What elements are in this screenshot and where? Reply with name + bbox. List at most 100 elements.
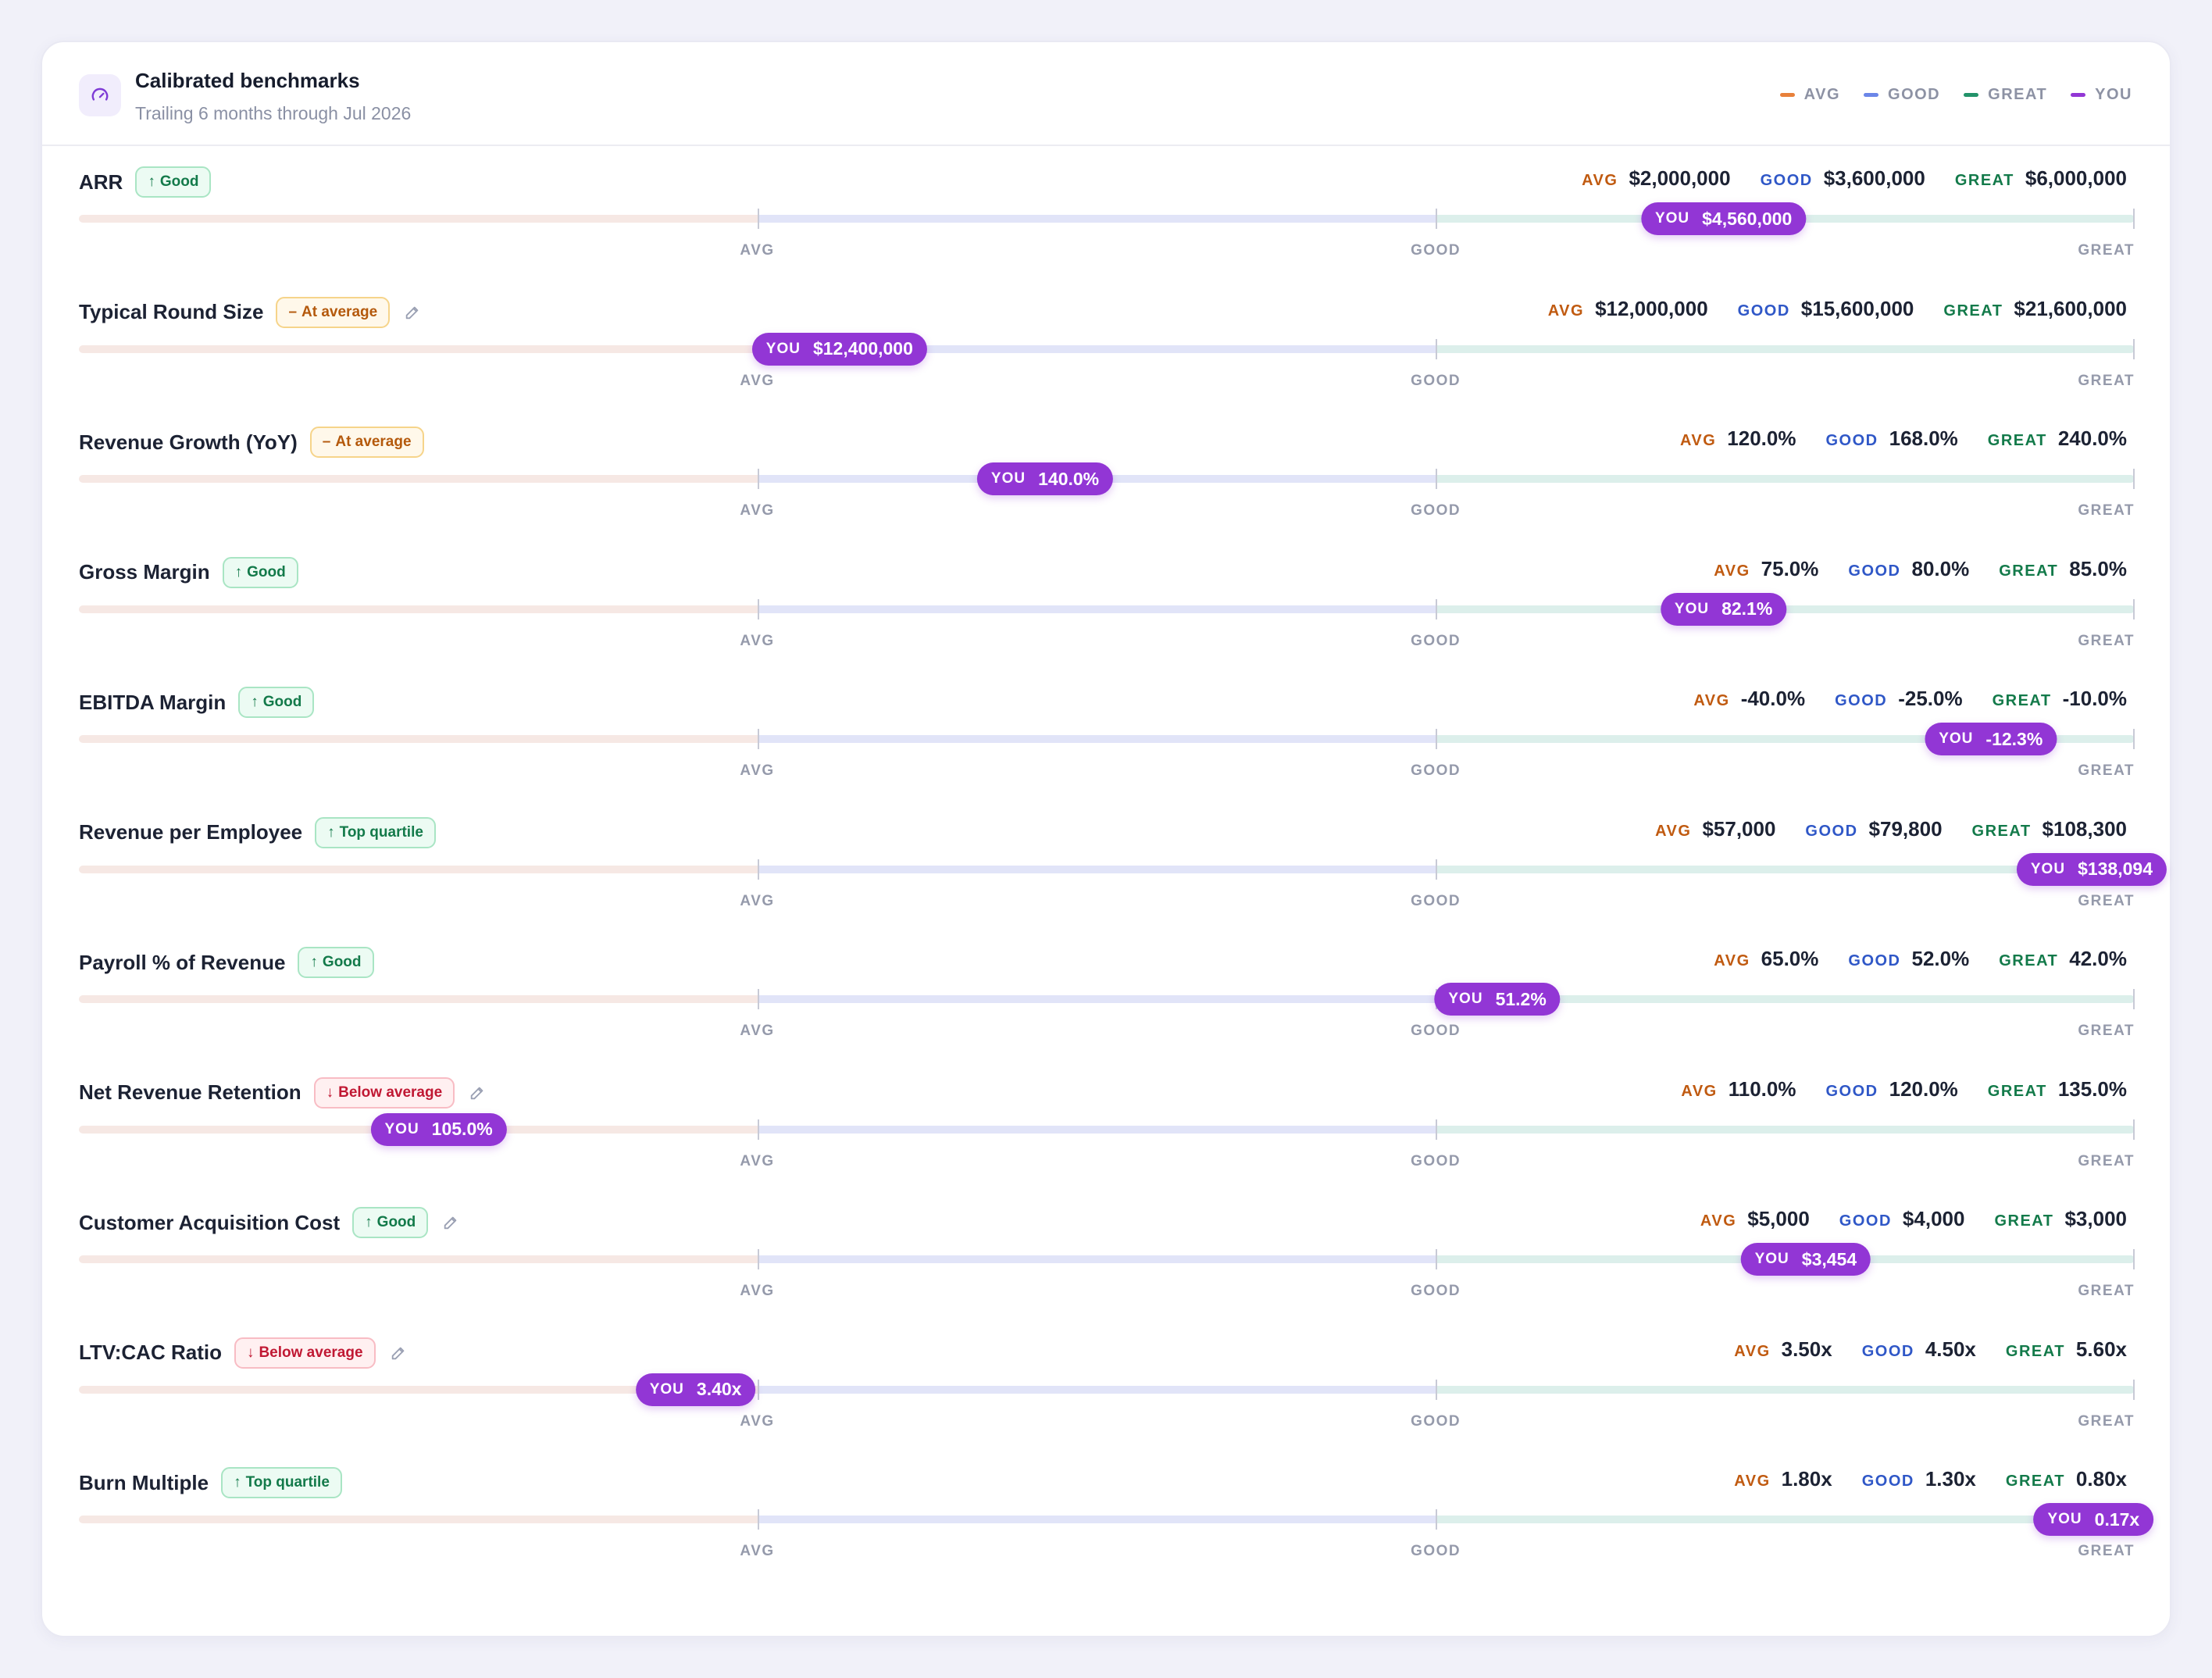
great-stat: GREAT $3,000 [1994, 1207, 2127, 1231]
good-label: GOOD [1861, 1473, 1914, 1490]
avg-stat: AVG 110.0% [1681, 1077, 1796, 1101]
you-label: YOU [649, 1380, 684, 1398]
metric-header: LTV:CAC Ratio ↓ Below average [79, 1337, 409, 1369]
tick-label-great: GREAT [2078, 892, 2135, 909]
you-value: 82.1% [1721, 598, 1773, 619]
legend-item-you: YOU [2071, 86, 2132, 104]
badge-arrow-icon: ↑ [148, 173, 155, 190]
you-marker[interactable]: YOU 0.17x [2033, 1503, 2154, 1536]
status-badge: ↓ Below average [313, 1076, 455, 1109]
tick-avg [757, 859, 759, 880]
metric-row: Net Revenue Retention ↓ Below average AV… [42, 1057, 2170, 1187]
legend-label-you: YOU [2095, 86, 2132, 103]
good-value: 120.0% [1889, 1076, 1958, 1101]
avg-stat: AVG 75.0% [1714, 557, 1818, 581]
avg-value: 110.0% [1728, 1076, 1796, 1101]
benchmarks-card: Calibrated benchmarks Trailing 6 months … [41, 41, 2171, 1637]
avg-stat: AVG 3.50x [1734, 1337, 1832, 1362]
avg-label: AVG [1681, 1082, 1718, 1100]
you-marker[interactable]: YOU $12,400,000 [751, 332, 927, 366]
tick-good [1436, 598, 1438, 619]
track-segment-avg [79, 1255, 758, 1263]
great-label: GREAT [1994, 1212, 2054, 1230]
gauge-icon [79, 74, 121, 116]
legend-swatch-great [1964, 93, 1979, 97]
you-marker[interactable]: YOU 51.2% [1434, 983, 1561, 1016]
tick-label-great: GREAT [2078, 1283, 2135, 1299]
tick-label-avg: AVG [740, 762, 775, 779]
track-segment-good [757, 995, 1436, 1003]
avg-value: $5,000 [1747, 1207, 1810, 1230]
status-badge: ↑ Top quartile [315, 816, 436, 848]
badge-label: Top quartile [245, 1474, 330, 1491]
tick-label-good: GOOD [1411, 892, 1461, 909]
good-stat: GOOD 80.0% [1848, 557, 1969, 581]
track-segment-great [1436, 865, 2135, 873]
you-marker[interactable]: YOU $4,560,000 [1640, 202, 1807, 235]
legend-swatch-good [1864, 93, 1879, 97]
good-stat: GOOD 120.0% [1825, 1077, 1957, 1101]
you-marker[interactable]: YOU 140.0% [976, 462, 1114, 495]
tick-label-avg: AVG [740, 632, 775, 649]
tick-label-good: GOOD [1411, 1543, 1461, 1559]
tick-label-great: GREAT [2078, 372, 2135, 389]
legend-item-good: GOOD [1864, 86, 1940, 104]
you-label: YOU [765, 340, 801, 357]
you-marker[interactable]: YOU 3.40x [635, 1373, 756, 1406]
metric-row: Payroll % of Revenue ↑ Good AVG 65.0% GO… [42, 926, 2170, 1057]
you-marker[interactable]: YOU -12.3% [1925, 723, 2057, 755]
track-segment-great [1436, 475, 2135, 483]
tick-label-good: GOOD [1411, 1412, 1461, 1430]
badge-label: Good [247, 563, 286, 580]
tick-label-great: GREAT [2078, 1023, 2135, 1039]
tick-label-good: GOOD [1411, 502, 1461, 519]
tick-label-great: GREAT [2078, 242, 2135, 259]
good-value: $79,800 [1868, 816, 1943, 841]
great-value: 135.0% [2057, 1076, 2127, 1101]
status-badge: ↓ Below average [234, 1337, 376, 1369]
benchmark-values: AVG 75.0% GOOD 80.0% GREAT 85.0% [1692, 557, 2127, 581]
tick-good [1436, 729, 1438, 749]
good-label: GOOD [1825, 432, 1878, 449]
avg-label: AVG [1714, 562, 1750, 580]
track-segment-avg [79, 735, 758, 743]
tick-good [1436, 859, 1438, 880]
edit-pencil-icon[interactable] [467, 1083, 487, 1103]
metric-row: Gross Margin ↑ Good AVG 75.0% GOOD 80.0%… [42, 537, 2170, 667]
great-stat: GREAT $6,000,000 [1955, 166, 2127, 191]
track-segment-avg [79, 1516, 758, 1523]
you-marker[interactable]: YOU $3,454 [1740, 1243, 1871, 1276]
edit-pencil-icon[interactable] [402, 302, 423, 323]
great-stat: GREAT 135.0% [1988, 1077, 2127, 1101]
badge-arrow-icon: ↑ [234, 1474, 241, 1491]
avg-value: $2,000,000 [1629, 166, 1731, 190]
tick-avg [757, 1249, 759, 1269]
metric-name: Customer Acquisition Cost [79, 1210, 341, 1234]
edit-pencil-icon[interactable] [388, 1343, 409, 1363]
metric-header: Net Revenue Retention ↓ Below average [79, 1076, 487, 1109]
benchmark-track [79, 1516, 2135, 1523]
good-stat: GOOD $4,000 [1839, 1207, 1965, 1231]
benchmark-track [79, 215, 2135, 223]
metric-name: Revenue Growth (YoY) [79, 430, 298, 454]
avg-stat: AVG $2,000,000 [1582, 166, 1731, 191]
you-marker[interactable]: YOU 82.1% [1660, 592, 1787, 626]
you-value: $3,454 [1801, 1248, 1857, 1269]
you-marker[interactable]: YOU 105.0% [370, 1112, 507, 1146]
you-value: 105.0% [431, 1119, 493, 1139]
benchmark-track [79, 1385, 2135, 1394]
edit-pencil-icon[interactable] [441, 1212, 461, 1233]
metric-header: ARR ↑ Good [79, 166, 212, 198]
tick-label-avg: AVG [740, 892, 775, 909]
avg-value: $57,000 [1702, 816, 1776, 841]
metric-name: LTV:CAC Ratio [79, 1341, 222, 1364]
good-value: -25.0% [1898, 687, 1963, 710]
metric-name: Burn Multiple [79, 1470, 209, 1494]
benchmark-track [79, 605, 2135, 613]
you-marker[interactable]: YOU $138,094 [2016, 852, 2167, 886]
benchmark-values: AVG $12,000,000 GOOD $15,600,000 GREAT $… [1526, 297, 2127, 321]
tick-avg [757, 1379, 759, 1400]
badge-arrow-icon: ↓ [246, 1344, 255, 1361]
metric-row: LTV:CAC Ratio ↓ Below average AVG 3.50x … [42, 1317, 2170, 1448]
badge-arrow-icon: ↑ [327, 823, 335, 841]
